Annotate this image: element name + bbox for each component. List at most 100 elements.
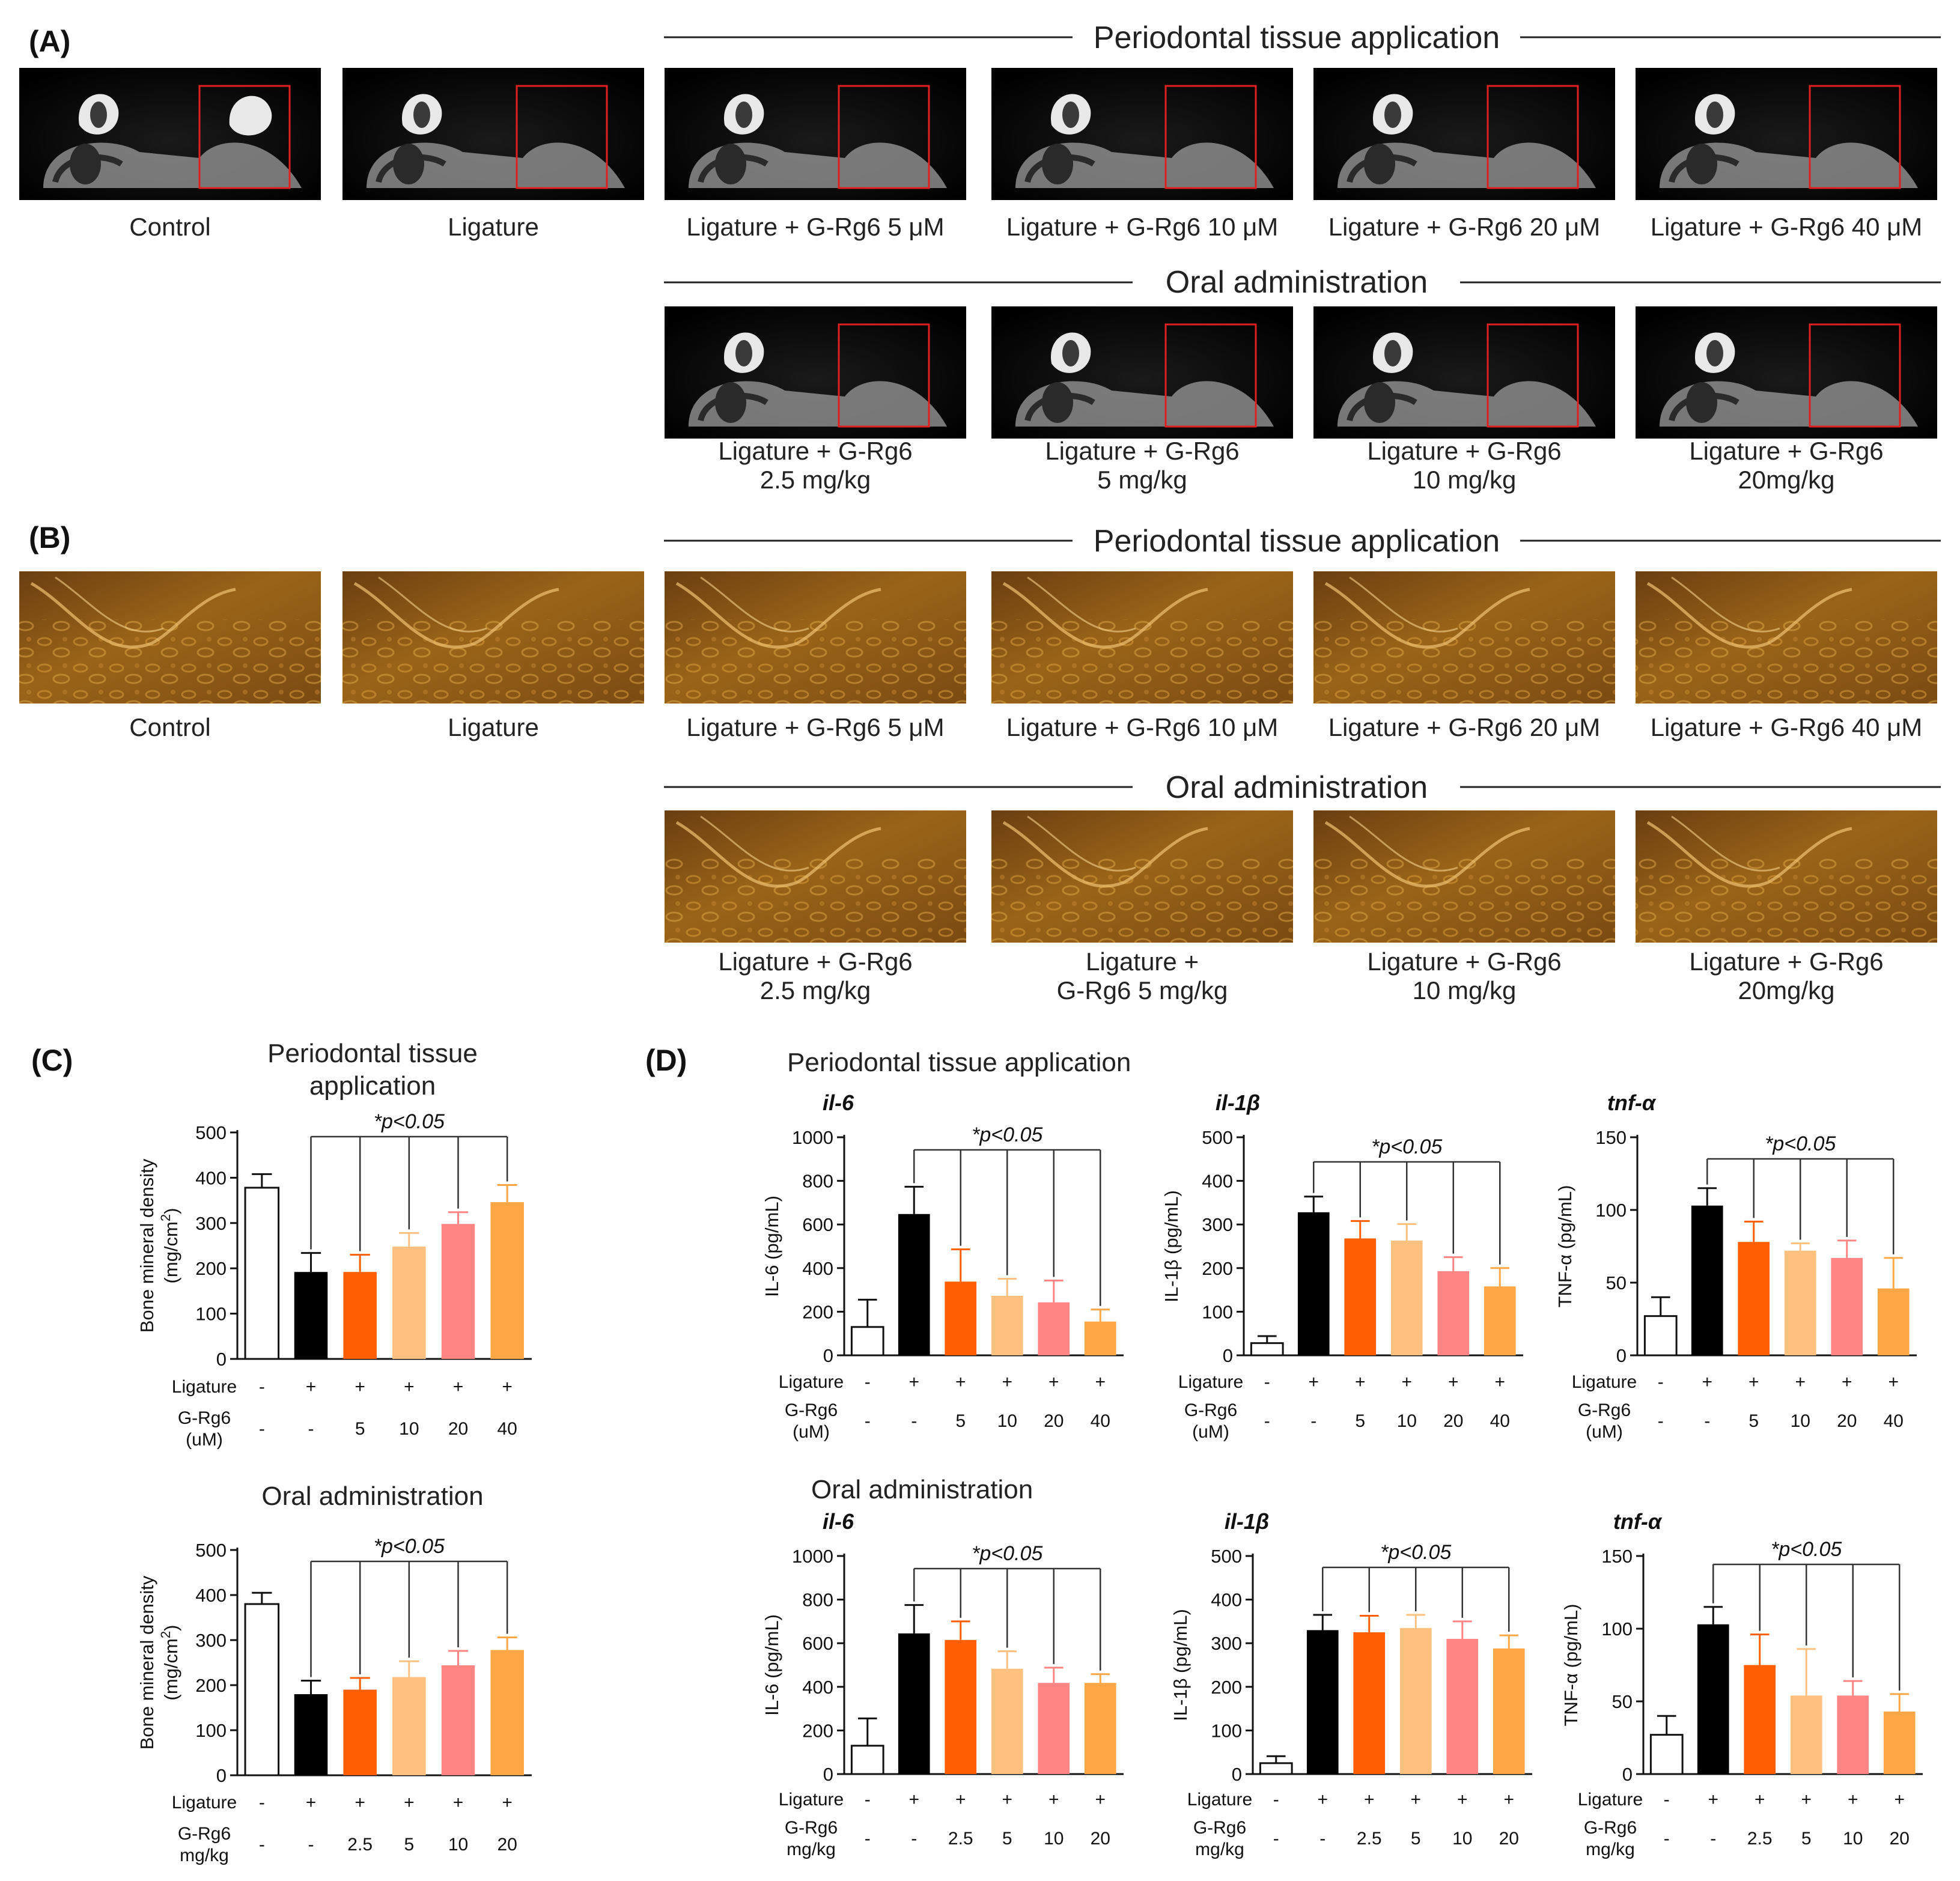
panel-b-topical-title: Periodontal tissue application <box>1094 524 1500 559</box>
panel-b-caption: Ligature <box>448 713 539 741</box>
condition-value: 5 <box>1355 1411 1365 1431</box>
microct-image <box>665 306 966 439</box>
condition-value: + <box>306 1793 317 1813</box>
panel-b-caption: Ligature + <box>1086 947 1199 976</box>
microct-image <box>19 68 321 200</box>
gene-label: il-1β <box>1216 1090 1260 1115</box>
bar <box>1877 1288 1910 1355</box>
y-tick-label: 100 <box>1211 1720 1242 1741</box>
bar <box>343 1689 377 1775</box>
condition-value: 20 <box>1044 1411 1064 1431</box>
panel-a-label: (A) <box>29 25 70 58</box>
charts: Periodontal tissueapplication01002003004… <box>136 1039 1923 1865</box>
bar <box>1790 1695 1822 1774</box>
y-tick-label: 50 <box>1606 1272 1627 1293</box>
panel-a-oral-header: Oral administration <box>664 265 1941 300</box>
bar <box>1744 1665 1776 1774</box>
panel-b-caption: G-Rg6 5 mg/kg <box>1057 976 1228 1004</box>
condition-value: - <box>308 1835 314 1855</box>
condition-row-label: Ligature <box>1187 1790 1252 1810</box>
gene-label: tnf-α <box>1607 1090 1657 1115</box>
bar <box>1784 1250 1816 1355</box>
bar <box>490 1650 524 1775</box>
condition-value: 10 <box>399 1419 419 1439</box>
microct-image <box>1636 68 1937 200</box>
condition-value: + <box>453 1793 464 1813</box>
condition-value: + <box>1048 1790 1059 1810</box>
y-tick-label: 400 <box>802 1677 833 1698</box>
condition-value: + <box>1842 1372 1852 1392</box>
bar-chart-D-topical-il6: il-6 0 200 400 600 800 1000 IL-6 (pg/mL) *p<0.05… <box>761 1090 1124 1442</box>
condition-value: + <box>908 1372 919 1392</box>
histology-image <box>991 571 1293 703</box>
gene-label: il-6 <box>823 1090 854 1115</box>
bar <box>1084 1683 1116 1774</box>
condition-value: + <box>306 1377 317 1397</box>
panel-a-topical-title: Periodontal tissue application <box>1094 20 1500 55</box>
panel-a-caption: Ligature + G-Rg6 <box>1045 437 1239 465</box>
y-tick-label: 600 <box>802 1214 833 1235</box>
bar-chart-C-topical: Periodontal tissue application 0 100 200 300 4… <box>136 1039 532 1450</box>
significance-label: *p<0.05 <box>374 1110 445 1133</box>
y-tick-label: 500 <box>195 1122 227 1143</box>
condition-row-label: G-Rg6 <box>178 1824 231 1844</box>
condition-row-label: mg/kg <box>180 1846 229 1865</box>
panel-a-ct-row-1: Control Ligature Ligature + G-Rg6 5 μM Liga… <box>19 68 1937 241</box>
y-tick-label: 400 <box>802 1258 833 1279</box>
microct-image <box>991 68 1293 200</box>
condition-value: - <box>1664 1790 1670 1810</box>
condition-value: + <box>1755 1790 1765 1810</box>
bar <box>1250 1342 1284 1357</box>
panel-a-caption: Ligature + G-Rg6 <box>1367 437 1561 465</box>
y-axis-label: Bone mineral density <box>136 1158 157 1333</box>
condition-row-label: (uM) <box>793 1422 830 1442</box>
condition-value: - <box>1319 1829 1325 1849</box>
condition-value: - <box>1273 1829 1279 1849</box>
bar <box>392 1247 426 1359</box>
condition-value: + <box>1503 1790 1514 1810</box>
bar <box>1259 1762 1293 1775</box>
roi-box <box>198 85 291 189</box>
condition-value: + <box>1401 1372 1412 1392</box>
histology-image <box>665 571 966 703</box>
condition-value: - <box>1264 1411 1270 1431</box>
condition-value: - <box>865 1790 871 1810</box>
condition-value: + <box>1494 1372 1505 1392</box>
panel-a-caption: 5 mg/kg <box>1097 466 1187 494</box>
y-tick-label: 0 <box>1232 1764 1242 1785</box>
significance-label: *p<0.05 <box>972 1123 1042 1146</box>
condition-value: - <box>911 1411 917 1431</box>
chart-title: Oral administration <box>261 1481 483 1511</box>
condition-row-label: mg/kg <box>1195 1840 1244 1859</box>
bar-chart-D-oral-tnfa: tnf-α 0 50 100 150 TNF-α (pg/mL) *p<0.05 Ligatu… <box>1560 1509 1923 1859</box>
bar <box>1038 1302 1070 1355</box>
histology-image <box>991 810 1293 943</box>
condition-value: 10 <box>1791 1411 1810 1431</box>
condition-value: 40 <box>497 1419 517 1439</box>
bar <box>1691 1205 1723 1355</box>
condition-row-label: Ligature <box>1178 1372 1243 1392</box>
condition-value: 10 <box>1843 1829 1863 1849</box>
y-tick-label: 200 <box>195 1258 227 1279</box>
bar <box>898 1633 930 1774</box>
significance-label: *p<0.05 <box>1771 1538 1842 1561</box>
condition-value: 10 <box>1452 1829 1472 1849</box>
condition-value: 10 <box>448 1835 468 1855</box>
bar <box>1484 1286 1516 1355</box>
condition-value: + <box>404 1377 415 1397</box>
condition-value: + <box>502 1793 513 1813</box>
bar <box>1297 1212 1330 1355</box>
y-tick-label: 100 <box>195 1304 227 1325</box>
condition-value: 2.5 <box>347 1835 373 1855</box>
y-axis-label: TNF-α (pg/mL) <box>1554 1185 1575 1308</box>
condition-value: 5 <box>1411 1829 1421 1849</box>
condition-value: 40 <box>1091 1411 1110 1431</box>
condition-value: 20 <box>1837 1411 1857 1431</box>
condition-value: 20 <box>1091 1829 1110 1849</box>
condition-row-label: G-Rg6 <box>785 1818 838 1838</box>
bar <box>1353 1632 1386 1774</box>
condition-value: - <box>911 1829 917 1849</box>
y-tick-label: 400 <box>1202 1171 1233 1192</box>
significance-label: *p<0.05 <box>1380 1541 1451 1564</box>
